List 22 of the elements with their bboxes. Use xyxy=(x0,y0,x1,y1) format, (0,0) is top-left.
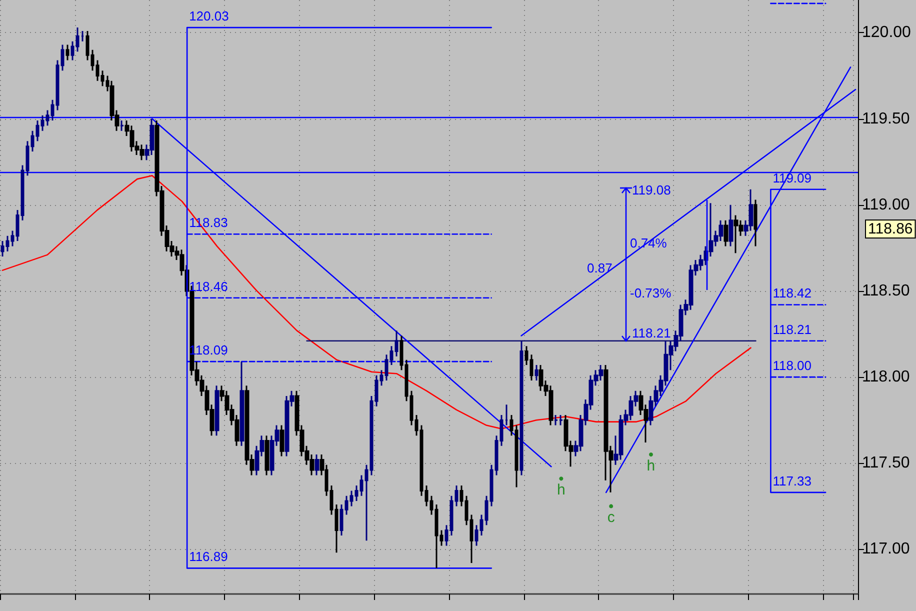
y-tick-label: 118.50 xyxy=(862,282,910,300)
data-label: h xyxy=(557,482,566,499)
y-tick-label: 117.50 xyxy=(862,454,910,472)
annotation: 118.21 xyxy=(632,326,671,340)
data-label: h xyxy=(646,458,656,475)
annotation: 118.46 xyxy=(189,278,228,294)
y-tick-label: 120.00 xyxy=(862,24,912,42)
annotation: 117.33 xyxy=(772,473,812,488)
annotation: 120.03 xyxy=(189,8,229,24)
y-tick-label: 118.00 xyxy=(862,368,910,386)
annotation: 116.89 xyxy=(189,549,228,564)
annotation: 118.42 xyxy=(772,286,812,301)
annotation: 0.87 xyxy=(587,260,612,276)
data-label: c xyxy=(607,509,616,526)
annotation: -0.73% xyxy=(630,286,672,300)
annotation: 119.08 xyxy=(632,182,671,198)
y-tick-label: 119.50 xyxy=(862,110,910,128)
annotation: 118.21 xyxy=(772,322,812,337)
y-tick-label: 119.00 xyxy=(862,196,910,214)
annotation: 118.00 xyxy=(772,358,812,374)
text: 118.86 xyxy=(868,220,913,238)
y-tick-label: 117.00 xyxy=(862,540,910,558)
